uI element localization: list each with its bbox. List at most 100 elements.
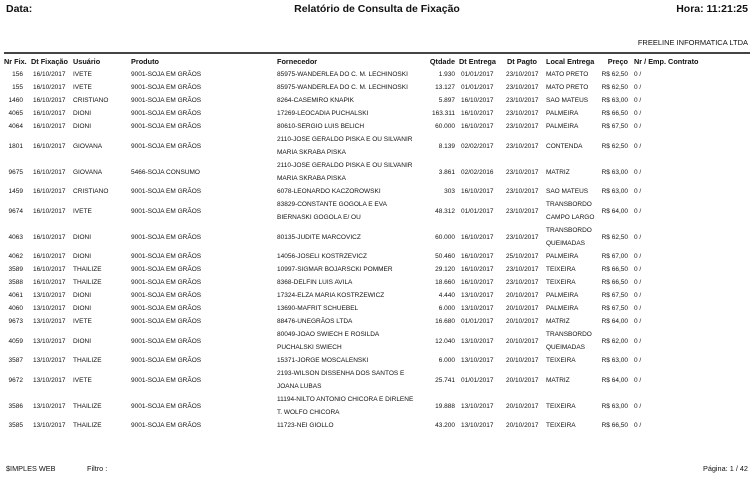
cell-usuario: THAILIZE (73, 393, 102, 419)
cell-local-entrega-text: PALMEIRA (546, 305, 579, 312)
cell-preco-text: R$ 62,50 (601, 233, 628, 241)
cell-preco-text: R$ 63,00 (601, 357, 628, 364)
cell-dt-fixacao: 16/10/2017 (33, 68, 66, 81)
cell-contrato: 0 / (634, 393, 641, 419)
cell-local-entrega-text: PALMEIRA (546, 123, 579, 130)
cell-dt-fixacao: 16/10/2017 (33, 263, 66, 276)
cell-qtdade-text: 25.741 (435, 376, 455, 384)
table-row: 156 16/10/2017 IVETE 9001-SOJA EM GRÃOS 8597… (0, 68, 754, 81)
cell-dt-fixacao-text: 13/10/2017 (33, 357, 66, 364)
cell-produto: 9001-SOJA EM GRÃOS (131, 198, 201, 224)
cell-produto: 9001-SOJA EM GRÃOS (131, 367, 201, 393)
cell-dt-pagto-text: 23/10/2017 (506, 207, 539, 215)
cell-produto: 5466-SOJA CONSUMO (131, 159, 200, 185)
cell-dt-fixacao: 13/10/2017 (33, 328, 66, 354)
cell-produto-text: 9001-SOJA EM GRÃOS (131, 376, 202, 384)
table-row: 1460 16/10/2017 CRISTIANO 9001-SOJA EM GRÃO… (0, 94, 754, 107)
cell-qtdade: 50.460 (410, 250, 455, 263)
cell-dt-fixacao: 16/10/2017 (33, 198, 66, 224)
cell-qtdade-text: 50.460 (435, 253, 455, 260)
cell-produto: 9001-SOJA EM GRÃOS (131, 276, 201, 289)
cell-dt-entrega-text: 01/01/2017 (461, 207, 494, 215)
cell-fornecedor: 17269-LEOCADIA PUCHALSKI (277, 107, 368, 120)
cell-local-entrega-text: TEIXEIRA (546, 422, 576, 429)
cell-nr-fix: 3585 (0, 419, 23, 432)
cell-dt-fixacao-text: 16/10/2017 (33, 71, 66, 78)
cell-qtdade-text: 16.680 (435, 318, 455, 325)
cell-dt-pagto-text: 25/10/2017 (506, 253, 539, 260)
cell-qtdade-text: 29.120 (435, 266, 455, 273)
cell-preco: R$ 66,50 (580, 419, 628, 432)
cell-usuario: THAILIZE (73, 263, 102, 276)
cell-fornecedor: 80135-JUDITE MARCOVICZ (277, 224, 361, 250)
cell-produto-text: 9001-SOJA EM GRÃOS (131, 110, 202, 117)
cell-fornecedor: 10997-SIGMAR BOJARSCKI POMMER (277, 263, 393, 276)
cell-usuario-text: THAILIZE (73, 357, 102, 364)
cell-contrato-text: 0 / (634, 376, 642, 384)
cell-preco: R$ 67,00 (580, 250, 628, 263)
cell-dt-fixacao: 16/10/2017 (33, 133, 66, 159)
cell-qtdade-text: 18.660 (435, 279, 455, 286)
cell-local-entrega-text: TRANSBORDO (546, 331, 592, 338)
cell-contrato-text: 0 / (634, 71, 642, 78)
cell-local-entrega: TEIXEIRA (546, 354, 576, 367)
col-produto: Produto (131, 57, 159, 66)
filter-label: Filtro : (87, 464, 108, 473)
cell-preco-text: R$ 62,50 (601, 142, 628, 150)
cell-preco: R$ 62,50 (580, 133, 628, 159)
cell-local-entrega-text: TEIXEIRA (546, 266, 576, 273)
cell-nr-fix: 4062 (0, 250, 23, 263)
cell-contrato: 0 / (634, 315, 641, 328)
cell-nr-fix: 1459 (0, 185, 23, 198)
cell-fornecedor-text: 85975-WANDERLEA DO C. M. LECHINOSKI (277, 71, 408, 78)
header-divider (4, 52, 750, 54)
cell-fornecedor-text: 88476-UNEGRÃOS LTDA (277, 318, 353, 325)
table-row: 4059 13/10/2017 DIONI 9001-SOJA EM GRÃOS 800… (0, 328, 754, 354)
col-usuario: Usuário (73, 57, 101, 66)
cell-fornecedor-text: 15371-JORGE MOSCALENSKI (277, 357, 369, 364)
cell-usuario-text: DIONI (73, 292, 92, 299)
cell-contrato-text: 0 / (634, 292, 642, 299)
cell-preco: R$ 63,00 (580, 393, 628, 419)
cell-qtdade-text: 6.000 (438, 357, 455, 364)
cell-nr-fix: 1801 (0, 133, 23, 159)
cell-contrato: 0 / (634, 68, 641, 81)
cell-produto: 9001-SOJA EM GRÃOS (131, 120, 201, 133)
cell-preco: R$ 63,00 (580, 159, 628, 185)
cell-local-entrega-text: QUEIMADAS (546, 344, 586, 351)
cell-dt-entrega-text: 13/10/2017 (461, 305, 494, 312)
cell-dt-pagto-text: 20/10/2017 (506, 376, 539, 384)
cell-dt-entrega: 02/02/2017 (461, 133, 494, 159)
cell-dt-pagto-text: 20/10/2017 (506, 402, 539, 410)
cell-produto-text: 9001-SOJA EM GRÃOS (131, 266, 202, 273)
table-row: 9672 13/10/2017 IVETE 9001-SOJA EM GRÃOS 219… (0, 367, 754, 393)
cell-dt-pagto-text: 23/10/2017 (506, 110, 539, 117)
cell-dt-entrega: 16/10/2017 (461, 120, 494, 133)
cell-dt-fixacao-text: 13/10/2017 (33, 292, 66, 299)
cell-preco: R$ 64,00 (580, 367, 628, 393)
cell-nr-fix-text: 3585 (8, 422, 23, 429)
cell-dt-pagto: 23/10/2017 (506, 159, 539, 185)
cell-preco-text: R$ 62,00 (601, 337, 628, 345)
cell-local-entrega-text: TRANSBORDO (546, 227, 592, 234)
cell-dt-fixacao-text: 16/10/2017 (33, 233, 66, 241)
cell-fornecedor-text: 2193-WILSON DISSENHA DOS SANTOS E (277, 370, 405, 377)
cell-nr-fix-text: 4064 (8, 123, 23, 130)
cell-dt-entrega: 16/10/2017 (461, 276, 494, 289)
cell-produto: 9001-SOJA EM GRÃOS (131, 393, 201, 419)
cell-produto-text: 9001-SOJA EM GRÃOS (131, 337, 202, 345)
cell-produto-text: 9001-SOJA EM GRÃOS (131, 71, 202, 78)
cell-local-entrega-text: PALMEIRA (546, 110, 579, 117)
cell-qtdade: 5.897 (410, 94, 455, 107)
cell-produto: 9001-SOJA EM GRÃOS (131, 107, 201, 120)
cell-qtdade: 16.680 (410, 315, 455, 328)
cell-fornecedor: 15371-JORGE MOSCALENSKI (277, 354, 368, 367)
cell-produto-text: 5466-SOJA CONSUMO (131, 168, 200, 176)
cell-fornecedor: 6078-LEONARDO KACZOROWSKI (277, 185, 381, 198)
cell-dt-entrega-text: 02/02/2017 (461, 142, 494, 150)
cell-fornecedor: 8264-CASEMIRO KNAPIK (277, 94, 354, 107)
cell-nr-fix: 155 (0, 81, 23, 94)
cell-nr-fix-text: 3589 (8, 266, 23, 273)
cell-local-entrega-text: SAO MATEUS (546, 97, 589, 104)
cell-dt-entrega-text: 13/10/2017 (461, 422, 494, 429)
